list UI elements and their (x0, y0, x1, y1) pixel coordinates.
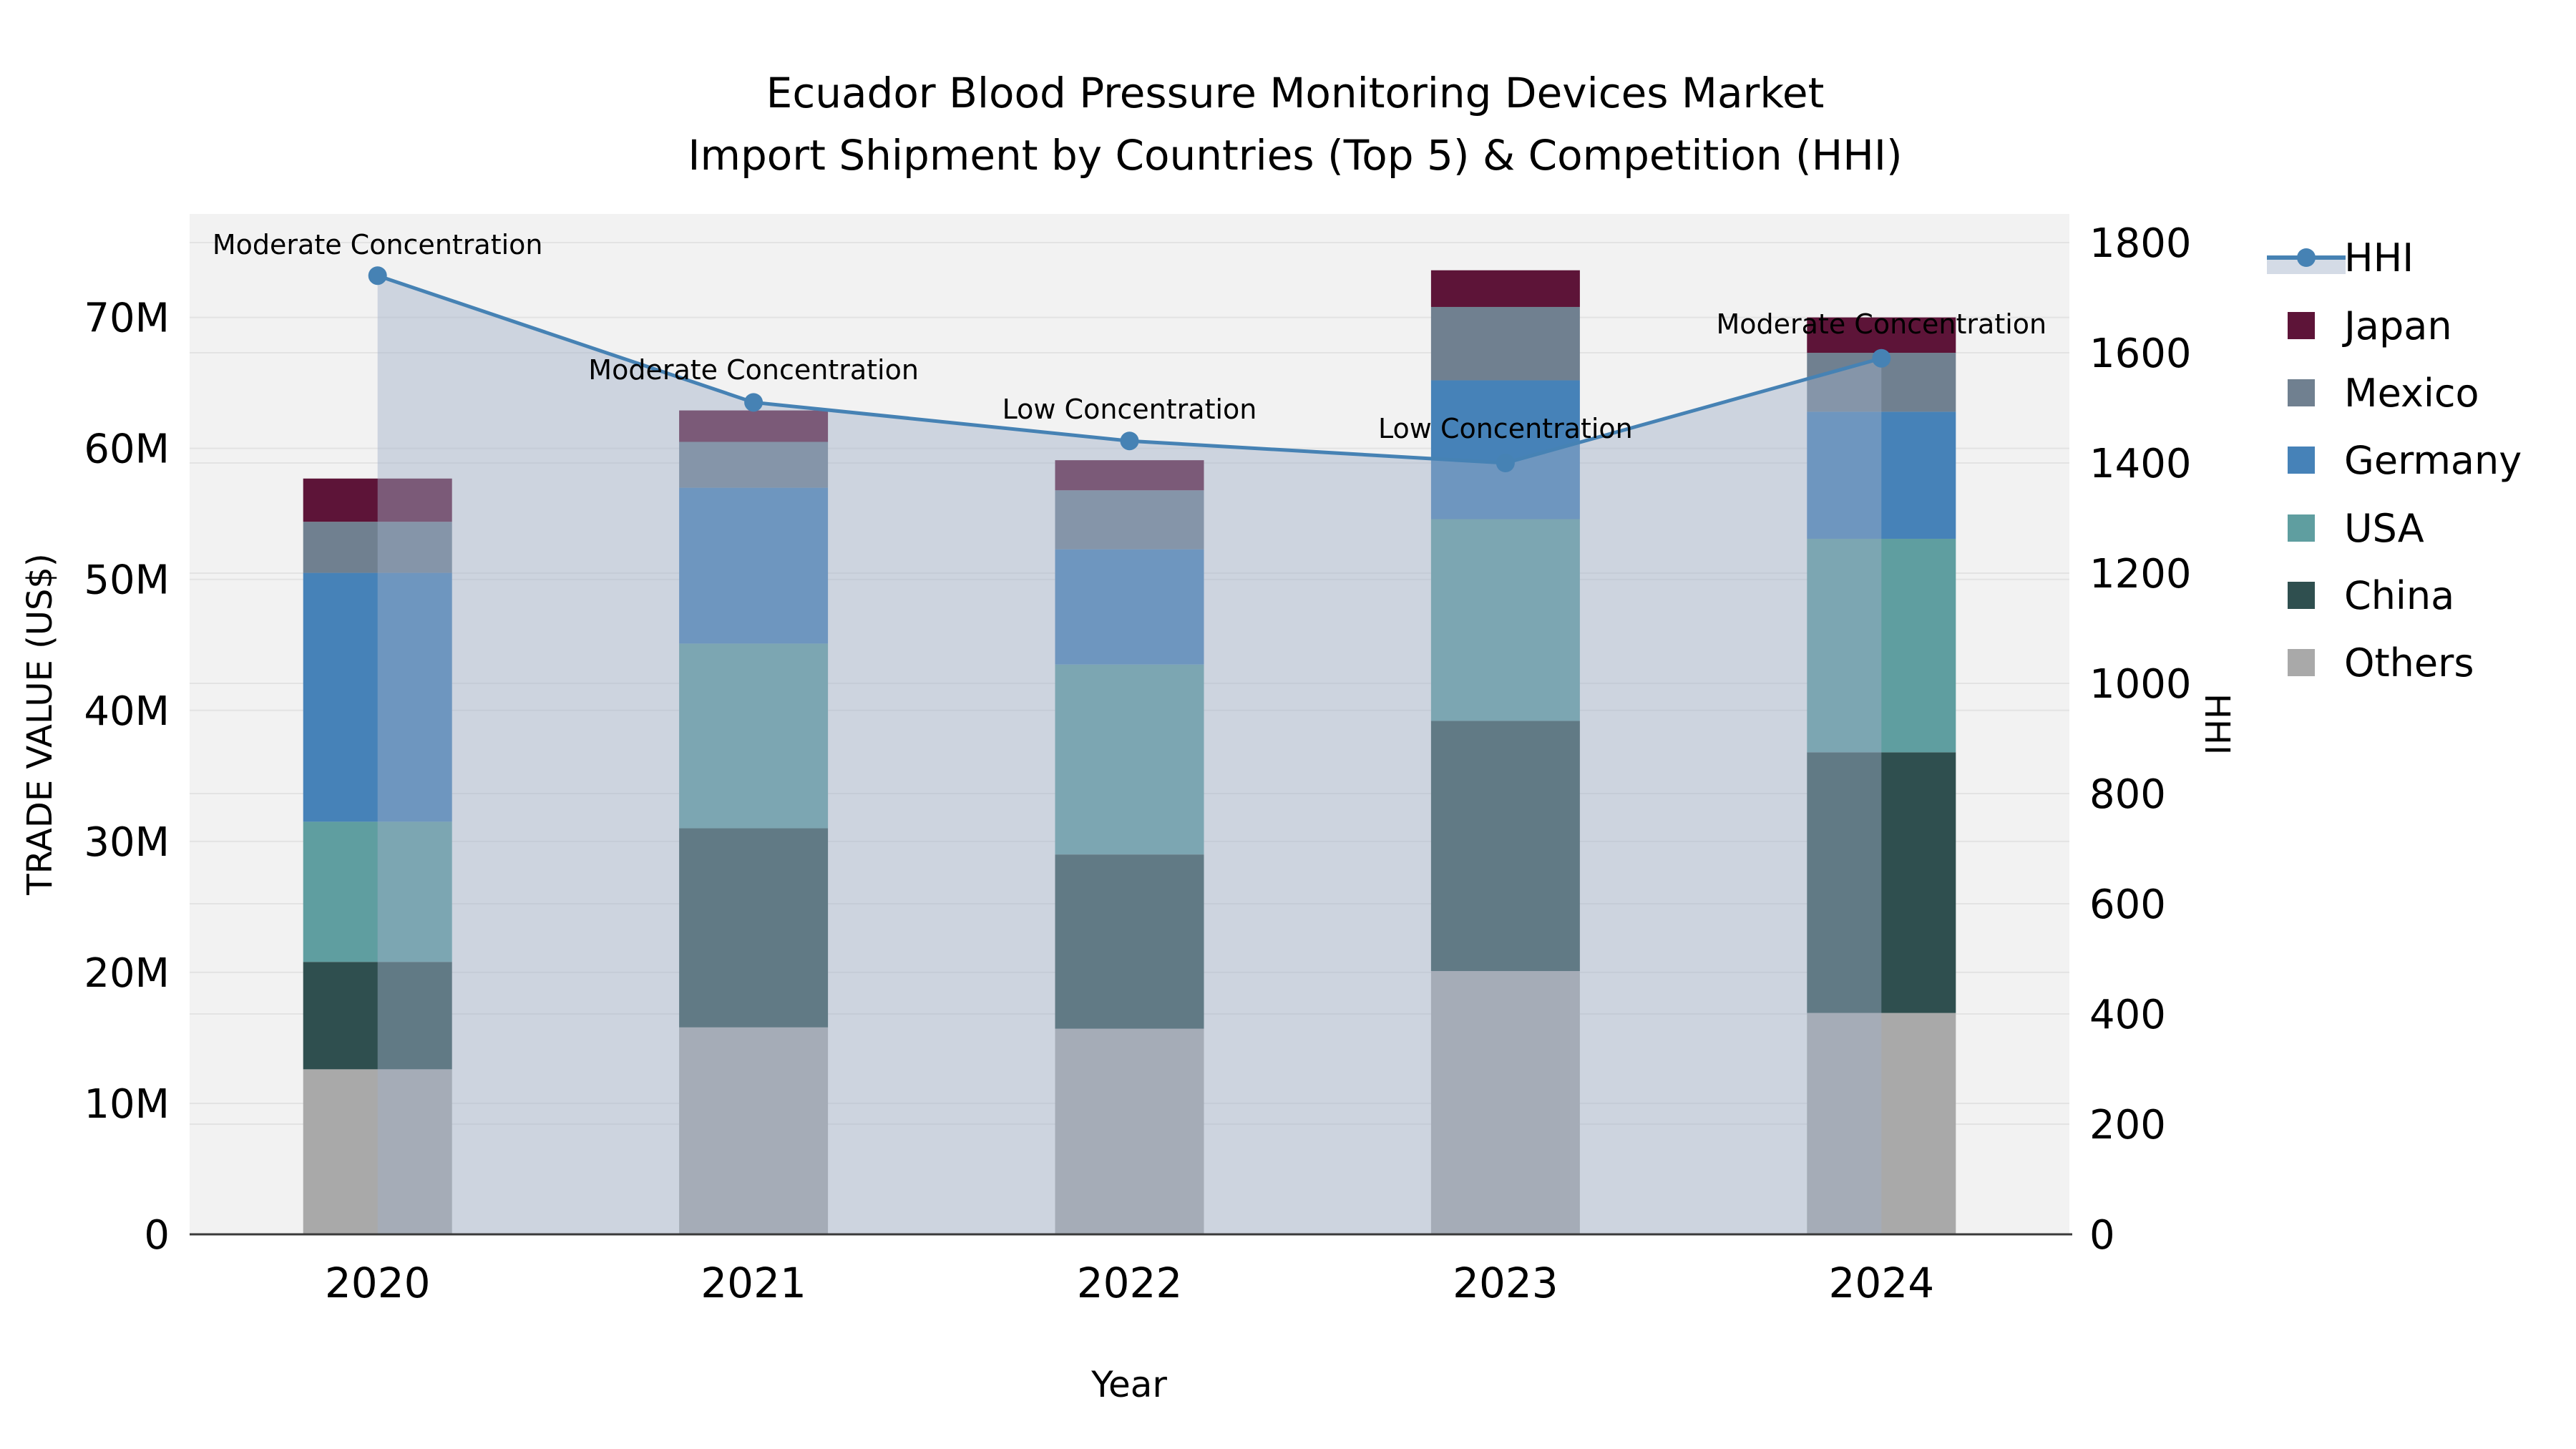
y-right-tick-label: 800 (2089, 771, 2166, 818)
x-tick-label-2022: 2022 (1077, 1259, 1183, 1307)
y-right-tick-label: 600 (2089, 882, 2166, 928)
hhi-area-fill (377, 275, 1882, 1235)
bar-segment-2021-china (679, 828, 829, 1028)
legend-hhi-marker-sample (2297, 248, 2316, 267)
y-left-tick-label: 50M (84, 557, 170, 604)
bar-segment-2022-mexico (1055, 490, 1204, 550)
y-left-tick-label: 0 (144, 1212, 170, 1259)
annotation-2020: Moderate Concentration (213, 229, 543, 260)
bar-segment-2020-usa (303, 821, 452, 962)
chart-title-line2: Import Shipment by Countries (Top 5) & C… (688, 131, 1902, 180)
bar-segment-2022-japan (1055, 460, 1204, 491)
legend-swatch-others (2288, 649, 2315, 676)
annotation-2022: Low Concentration (1002, 394, 1257, 425)
y-right-tick-label: 1400 (2089, 441, 2192, 487)
bar-segment-2021-mexico (679, 441, 829, 488)
bar-segment-2024-others (1807, 1013, 1956, 1234)
y-left-tick-label: 10M (84, 1081, 170, 1128)
legend-label-mexico: Mexico (2344, 371, 2479, 416)
y-right-tick-label: 200 (2089, 1102, 2166, 1148)
bar-segment-2024-china (1807, 752, 1956, 1013)
hhi-marker-2024 (1872, 348, 1891, 368)
x-tick-label-2020: 2020 (325, 1259, 431, 1307)
y-right-tick-label: 1800 (2089, 220, 2192, 267)
x-tick-label-2024: 2024 (1828, 1259, 1934, 1307)
hhi-marker-2021 (744, 393, 763, 412)
bar-segment-2024-usa (1807, 538, 1956, 753)
legend-swatch-china (2288, 582, 2315, 609)
y-right-tick-label: 1200 (2089, 551, 2192, 597)
legend-label-others: Others (2344, 640, 2474, 686)
bar-segment-2021-germany (679, 487, 829, 644)
x-axis-title: Year (1091, 1364, 1167, 1405)
y-left-tick-label: 20M (84, 950, 170, 997)
legend-label-hhi: HHI (2344, 235, 2414, 280)
chart-title-line1: Ecuador Blood Pressure Monitoring Device… (766, 69, 1825, 117)
bar-segment-2021-japan (679, 410, 829, 442)
bar-segment-2024-japan (1807, 317, 1956, 353)
legend-swatch-mexico (2288, 379, 2315, 406)
plot-layer: 0 10M 20M 30M 40M 50M 60M 70M 0 200 400 600 800 1000 1… (84, 214, 2522, 1307)
bar-segment-2020-germany (303, 572, 452, 822)
y-right-axis-title: HHI (2197, 693, 2237, 755)
bar-segment-2023-usa (1430, 519, 1580, 721)
legend-label-usa: USA (2344, 506, 2424, 551)
hhi-marker-2020 (368, 266, 387, 286)
legend-label-china: China (2344, 573, 2454, 618)
y-left-tick-label: 40M (84, 688, 170, 735)
bar-segment-2020-mexico (303, 522, 452, 573)
y-right-tick-label: 400 (2089, 992, 2166, 1038)
legend-swatch-usa (2288, 514, 2315, 542)
y-left-tick-label: 70M (84, 296, 170, 342)
bar-segment-2023-china (1430, 721, 1580, 972)
bar-segment-2023-japan (1430, 270, 1580, 307)
bar-segment-2021-others (679, 1027, 829, 1234)
y-right-tick-label: 1600 (2089, 331, 2192, 377)
legend-swatch-germany (2288, 447, 2315, 474)
bar-segment-2023-others (1430, 971, 1580, 1234)
y-left-tick-label: 30M (84, 819, 170, 866)
y-left-axis-title: TRADE VALUE (US$) (20, 553, 60, 895)
bar-segment-2021-usa (679, 643, 829, 829)
legend-swatch-japan (2288, 312, 2315, 339)
bar-segment-2023-mexico (1430, 306, 1580, 381)
hhi-marker-2022 (1120, 431, 1139, 451)
bar-segment-2022-germany (1055, 549, 1204, 665)
legend-label-germany: Germany (2344, 438, 2522, 483)
x-tick-label-2021: 2021 (701, 1259, 806, 1307)
bar-segment-2022-others (1055, 1028, 1204, 1234)
annotation-2024: Moderate Concentration (1716, 308, 2046, 340)
x-tick-label-2023: 2023 (1453, 1259, 1558, 1307)
annotation-2021: Moderate Concentration (588, 354, 919, 386)
bar-segment-2022-china (1055, 854, 1204, 1029)
y-left-tick-label: 60M (84, 426, 170, 473)
bar-segment-2024-germany (1807, 411, 1956, 539)
bar-segment-2020-china (303, 962, 452, 1070)
bar-segment-2022-usa (1055, 664, 1204, 855)
hhi-marker-2023 (1496, 454, 1515, 473)
legend-label-japan: Japan (2342, 303, 2452, 348)
annotation-2023: Low Concentration (1378, 413, 1633, 444)
bar-segment-2020-japan (303, 478, 452, 522)
bar-segment-2020-others (303, 1069, 452, 1234)
y-right-tick-label: 0 (2089, 1212, 2115, 1259)
y-right-tick-label: 1000 (2089, 661, 2192, 708)
